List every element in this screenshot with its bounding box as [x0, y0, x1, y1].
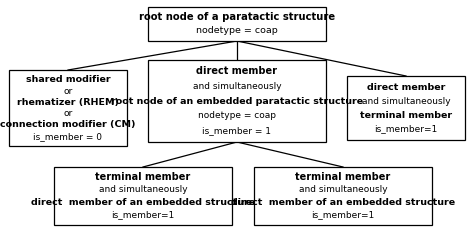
Text: or: or	[64, 87, 73, 95]
Text: terminal member: terminal member	[360, 111, 452, 120]
Text: rhematizer (RHEM): rhematizer (RHEM)	[17, 98, 119, 107]
Text: root node of a paratactic structure: root node of a paratactic structure	[139, 13, 335, 22]
Text: connection modifier (CM): connection modifier (CM)	[0, 120, 136, 129]
FancyBboxPatch shape	[347, 76, 465, 140]
Text: direct member: direct member	[197, 67, 277, 76]
Text: root node of an embedded paratactic structure: root node of an embedded paratactic stru…	[111, 96, 363, 106]
Text: nodetype = coap: nodetype = coap	[198, 111, 276, 120]
Text: is_member=1: is_member=1	[311, 210, 374, 219]
FancyBboxPatch shape	[54, 167, 232, 225]
Text: and simultaneously: and simultaneously	[193, 82, 281, 91]
Text: direct  member of an embedded structure: direct member of an embedded structure	[31, 198, 255, 207]
Text: terminal member: terminal member	[95, 172, 191, 182]
FancyBboxPatch shape	[9, 70, 127, 146]
FancyBboxPatch shape	[148, 60, 326, 142]
Text: and simultaneously: and simultaneously	[99, 185, 187, 194]
Text: is_member = 0: is_member = 0	[34, 132, 102, 141]
Text: and simultaneously: and simultaneously	[362, 96, 450, 106]
FancyBboxPatch shape	[148, 7, 326, 41]
Text: direct  member of an embedded structure: direct member of an embedded structure	[231, 198, 455, 207]
Text: is_member = 1: is_member = 1	[202, 126, 272, 135]
Text: nodetype = coap: nodetype = coap	[196, 26, 278, 35]
Text: direct member: direct member	[367, 82, 445, 92]
Text: terminal member: terminal member	[295, 172, 391, 182]
FancyBboxPatch shape	[254, 167, 432, 225]
Text: is_member=1: is_member=1	[111, 210, 174, 219]
Text: is_member=1: is_member=1	[374, 125, 438, 134]
Text: and simultaneously: and simultaneously	[299, 185, 387, 194]
Text: or: or	[64, 109, 73, 118]
Text: shared modifier: shared modifier	[26, 75, 110, 84]
